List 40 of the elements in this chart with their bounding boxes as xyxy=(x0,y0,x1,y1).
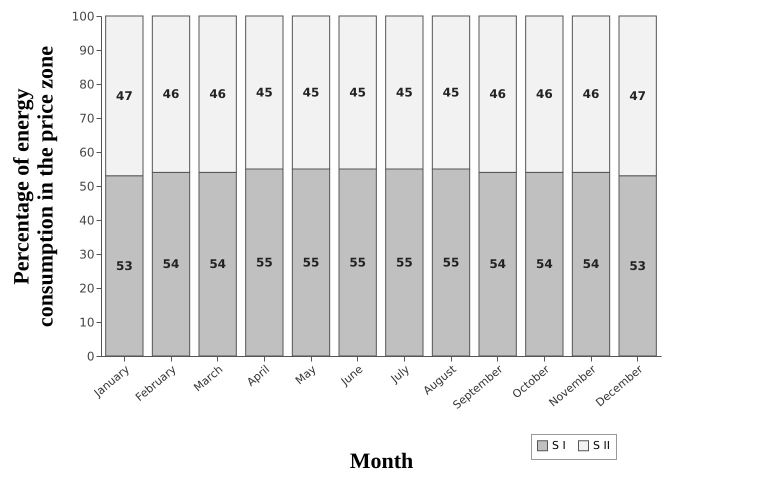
y-tick-label: 20 xyxy=(79,282,94,296)
legend-label: S II xyxy=(593,438,610,452)
y-tick-label: 50 xyxy=(79,180,94,194)
y-tick-label: 60 xyxy=(79,146,94,160)
x-axis-title: Month xyxy=(350,448,414,474)
data-label: 45 xyxy=(349,86,366,100)
y-tick-label: 80 xyxy=(79,78,94,92)
y-tick-label: 70 xyxy=(79,112,94,126)
y-tick-label: 100 xyxy=(72,10,94,24)
y-axis-title: Percentage of energy consumption in the price zone xyxy=(8,46,58,328)
legend-label: S I xyxy=(552,438,566,452)
data-label: 54 xyxy=(489,257,506,272)
data-label: 45 xyxy=(396,86,413,100)
data-label: 54 xyxy=(162,257,180,272)
data-label: 46 xyxy=(209,87,226,102)
data-label: 55 xyxy=(302,256,320,270)
data-label: 46 xyxy=(582,87,600,102)
data-label: 53 xyxy=(629,258,646,273)
y-tick-label: 90 xyxy=(79,44,94,58)
data-label: 46 xyxy=(489,87,506,102)
y-tick-label: 40 xyxy=(79,214,94,228)
data-label: 47 xyxy=(116,88,133,103)
data-label: 55 xyxy=(396,256,413,270)
data-label: 55 xyxy=(442,256,460,270)
data-label: 47 xyxy=(629,88,646,103)
data-label: 54 xyxy=(582,257,600,272)
data-label: 45 xyxy=(256,86,273,100)
y-tick-label: 0 xyxy=(86,350,94,364)
data-label: 46 xyxy=(536,87,553,102)
y-tick-label: 10 xyxy=(79,316,94,330)
y-tick-label: 30 xyxy=(79,248,94,262)
data-label: 53 xyxy=(116,258,133,273)
x-tick-label: May xyxy=(292,362,320,388)
data-label: 55 xyxy=(349,256,366,270)
data-label: 55 xyxy=(256,256,273,270)
data-label: 54 xyxy=(209,257,226,272)
data-label: 54 xyxy=(536,257,553,272)
data-label: 46 xyxy=(162,87,180,102)
data-label: 45 xyxy=(302,86,320,100)
data-label: 45 xyxy=(442,86,460,100)
